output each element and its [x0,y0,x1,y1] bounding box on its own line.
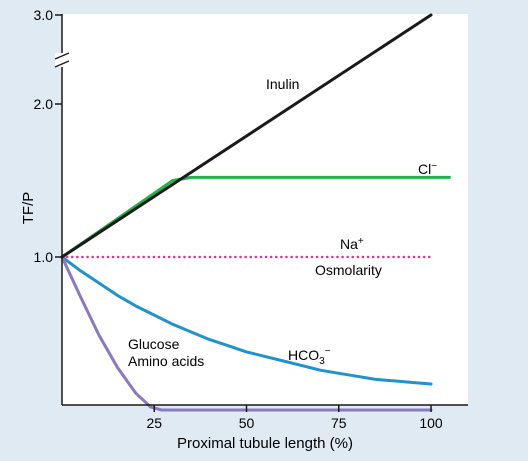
x-tick-label: 25 [146,415,162,431]
label-cl-superscript: − [431,161,437,172]
label-cl: Cl− [418,161,437,177]
series-line-inulin [60,13,433,259]
y-tick-label: 1.0 [34,249,54,265]
y-tick-label: 2.0 [34,96,54,112]
label-inulin: Inulin [266,76,299,92]
plot-area [62,14,468,405]
x-tick-label: 50 [239,415,255,431]
label-hco3-superscript: − [325,346,331,357]
label-glucose: Glucose [128,336,180,352]
axis-break-mark [54,52,70,68]
label-cl-text: Cl [418,161,431,177]
label-amino-acids: Amino acids [128,353,204,369]
x-ticks: 25 50 75 100 [146,405,443,431]
label-hco3-subscript: 3 [319,356,325,367]
label-na: Na+ [340,236,364,252]
y-axis-title: TF/P [20,192,37,225]
label-hco3: HCO3− [288,346,331,367]
label-osmolarity: Osmolarity [315,262,382,278]
x-tick-label: 75 [331,415,347,431]
y-ticks: 1.0 2.0 3.0 [34,7,62,265]
series-layer [60,13,451,412]
series-line-glucose-amino-acids [60,255,433,412]
y-tick-label: 3.0 [34,7,54,23]
series-line-hco [60,255,433,386]
x-axis-title: Proximal tubule length (%) [177,435,353,452]
label-na-text: Na [340,236,358,252]
x-tick-label: 100 [419,415,443,431]
label-hco3-text: HCO [288,347,319,363]
label-na-superscript: + [358,236,364,247]
